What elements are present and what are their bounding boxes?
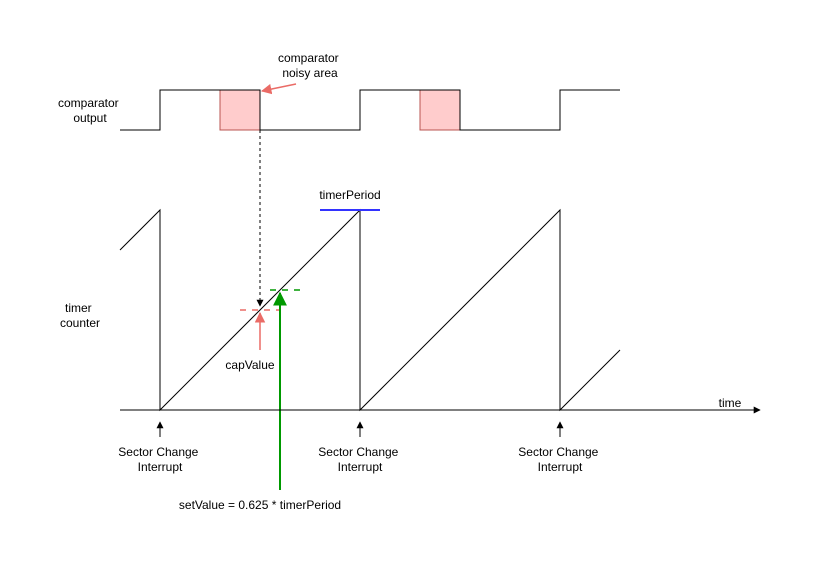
sector-change-interrupt-label-3: Sector Change Interrupt — [518, 445, 601, 474]
set-value-label: setValue = 0.625 * timerPeriod — [179, 498, 341, 512]
comparator-noisy-area-2 — [419, 89, 461, 131]
noisy-area-pointer-arrow — [260, 83, 297, 95]
sector-change-interrupt-label-1: Sector Change Interrupt — [118, 445, 201, 474]
timer-counter-sawtooth — [119, 208, 621, 412]
comparator-noisy-area-1 — [219, 89, 261, 131]
timer-counter-label: timer counter — [60, 301, 100, 330]
comparator-output-label: comparator output — [58, 96, 122, 125]
time-axis-label: time — [719, 396, 742, 410]
cap-value-label: capValue — [225, 358, 274, 372]
timer-period-label: timerPeriod — [319, 188, 380, 202]
comparator-output-waveform — [120, 89, 620, 131]
sector-change-interrupt-label-2: Sector Change Interrupt — [318, 445, 401, 474]
comparator-noisy-area-label: comparator noisy area — [278, 51, 342, 80]
